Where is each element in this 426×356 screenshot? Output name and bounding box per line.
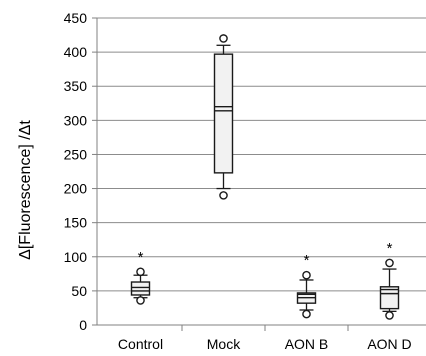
y-tick-label: 450: [64, 10, 88, 26]
outlier-point: [219, 34, 228, 43]
significance-annotation: *: [138, 249, 144, 266]
iqr-box: [379, 286, 400, 310]
outlier-point: [302, 270, 311, 280]
y-tick-label: 100: [64, 249, 88, 265]
box-series: * * *: [130, 34, 400, 320]
y-tick-label: 200: [64, 181, 88, 197]
x-axis: Control Mock AON B AON D: [96, 18, 426, 352]
y-tick-label: 250: [64, 146, 88, 162]
y-tick-label: 350: [64, 78, 88, 94]
outlier-point: [219, 191, 228, 200]
iqr-box: [130, 281, 151, 296]
outlier-point: [302, 309, 311, 319]
y-axis-label: Δ[Fluorescence] /Δt: [17, 120, 34, 260]
y-tick-label: 0: [79, 317, 87, 333]
significance-annotation: *: [304, 252, 310, 269]
significance-annotation: *: [387, 240, 393, 257]
y-tick-label: 150: [64, 215, 88, 231]
x-tick-label: Mock: [207, 336, 241, 352]
iqr-box: [213, 53, 234, 174]
y-tick-label: 400: [64, 44, 88, 60]
x-tick-label: Control: [118, 336, 163, 352]
box-aon-b: *: [296, 252, 317, 319]
outlier-point: [136, 296, 145, 305]
outlier-point: [385, 258, 394, 268]
x-tick-label: AON B: [285, 336, 329, 352]
grid-lines: [97, 17, 426, 292]
y-tick-label: 300: [64, 112, 88, 128]
box-aon-d: *: [379, 240, 400, 320]
box-control: *: [130, 249, 151, 305]
box-mock: [213, 34, 234, 200]
y-axis-ticks: 0 50 100 150 200 250 300 350 400 450: [64, 10, 97, 333]
y-tick-label: 50: [71, 283, 87, 299]
x-tick-label: AON D: [367, 336, 411, 352]
outlier-point: [385, 311, 394, 320]
outlier-point: [136, 267, 145, 277]
